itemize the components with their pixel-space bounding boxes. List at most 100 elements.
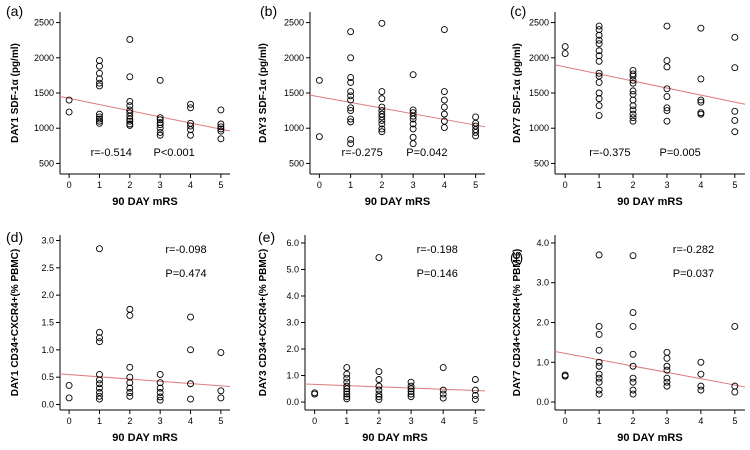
data-point [156, 128, 164, 136]
data-point [663, 107, 671, 115]
x-axis-label: 90 DAY mRS [362, 432, 427, 444]
data-point [409, 120, 417, 128]
data-point [629, 114, 637, 122]
scatter-panel: 500 1000 1500 2000 2500 0 1 2 3 4 5 90 DAY mRS DAY7 … [510, 3, 746, 208]
x-tick-label: 1 [97, 416, 102, 426]
data-point [126, 36, 134, 43]
data-point [595, 57, 603, 65]
data-point [96, 395, 103, 403]
data-point [126, 373, 134, 381]
data-point [731, 117, 739, 124]
data-point [697, 24, 705, 32]
data-point [409, 71, 417, 79]
x-tick-label: 4 [698, 416, 703, 426]
regression-line [59, 373, 231, 387]
x-tick-label: 4 [441, 416, 446, 426]
data-point [595, 47, 603, 55]
data-point [629, 386, 637, 394]
data-point [629, 374, 637, 382]
data-point [697, 98, 705, 106]
data-point [629, 378, 637, 386]
x-tick-label: 0 [563, 180, 568, 190]
data-point [375, 395, 383, 403]
data-point [595, 386, 603, 394]
data-point [409, 112, 417, 120]
data-point [629, 362, 637, 370]
data-point [471, 391, 479, 399]
data-point [663, 374, 671, 382]
y-tick-label: 6.0 [286, 238, 299, 248]
panel-label: (e) [258, 229, 275, 245]
y-tick-label: 500 [289, 158, 304, 168]
data-point [409, 115, 417, 123]
data-point [126, 121, 134, 129]
y-tick-label: 2500 [34, 18, 54, 28]
data-point [315, 76, 323, 84]
y-tick-label: 2000 [529, 53, 549, 63]
x-tick-label: 5 [473, 416, 478, 426]
y-tick-label: 3.0 [536, 278, 549, 288]
x-tick-label: 5 [218, 416, 223, 426]
data-point [187, 346, 194, 354]
data-point [595, 95, 603, 103]
data-point [217, 123, 225, 131]
data-point [595, 78, 603, 86]
scatter-panel: 500 1000 1500 2000 2500 0 1 2 3 4 5 90 DAY mRS DAY3 … [258, 3, 486, 208]
data-point [343, 395, 351, 403]
data-point [595, 378, 603, 386]
data-point [96, 69, 103, 77]
data-point [96, 82, 103, 90]
regression-line [554, 64, 746, 105]
data-point [126, 363, 134, 371]
x-tick-label: 4 [188, 180, 193, 190]
x-tick-label: 2 [379, 180, 384, 190]
y-tick-label: 2.0 [286, 344, 299, 354]
data-point [347, 88, 355, 96]
y-tick-label: 2.0 [41, 290, 54, 300]
data-point [343, 374, 351, 382]
annotation-p: P=0.042 [406, 147, 447, 159]
data-point [629, 106, 637, 114]
data-point [343, 393, 351, 401]
data-point [629, 67, 637, 74]
data-point [595, 370, 603, 378]
data-point [595, 374, 603, 382]
data-point [440, 96, 448, 104]
data-point [731, 107, 739, 115]
data-point [663, 104, 671, 112]
data-point [378, 88, 386, 96]
x-tick-label: 0 [67, 416, 72, 426]
data-point [471, 376, 479, 383]
data-point [407, 393, 415, 401]
y-tick-label: 2000 [284, 53, 304, 63]
scatter-panel: 0.0 1.0 2.0 3.0 4.0 0 1 2 3 4 5 90 DAY mRS DAY7 CD34… [510, 235, 746, 444]
data-point [96, 334, 103, 342]
data-point [126, 73, 134, 81]
data-point [629, 323, 637, 330]
data-point [439, 364, 447, 372]
data-point [697, 382, 705, 390]
data-point [96, 115, 103, 123]
data-point [409, 133, 417, 141]
data-point [595, 36, 603, 44]
annotation-p: P=0.474 [165, 268, 206, 280]
y-tick-label: 5.0 [286, 264, 299, 274]
x-tick-label: 3 [409, 416, 414, 426]
x-tick-label: 1 [597, 180, 602, 190]
data-point [439, 386, 447, 394]
data-point [96, 62, 103, 70]
data-point [595, 323, 603, 330]
data-point [595, 251, 603, 259]
data-point [595, 362, 603, 370]
x-tick-label: 4 [442, 180, 447, 190]
data-point [471, 386, 479, 394]
data-point [96, 384, 103, 392]
y-tick-label: 2500 [529, 18, 549, 28]
data-point [126, 98, 134, 105]
x-tick-label: 1 [344, 416, 349, 426]
panel-label: (b) [260, 3, 277, 19]
data-point [156, 384, 164, 392]
data-point [663, 117, 671, 125]
annotation-r: r=-0.375 [589, 147, 630, 159]
